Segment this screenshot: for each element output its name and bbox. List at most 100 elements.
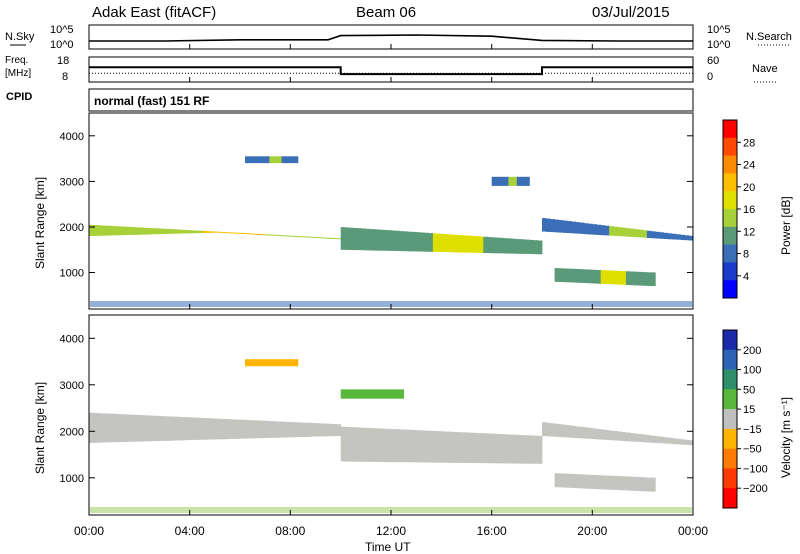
power-cells-band5-cell8 [525, 176, 530, 186]
velocity-cells-band5-cell14 [399, 389, 404, 399]
power-colorbar: 28 24 20 16 12 8 4 Power [dB] [722, 119, 793, 299]
velocity-cells-band0-cell55 [319, 423, 325, 437]
power-cells-band1-cell11 [386, 230, 392, 251]
power-cells-band0-cell53 [311, 236, 316, 238]
power-cells-band1-cell24 [441, 233, 446, 252]
velocity-cells-band0-cell47 [286, 421, 291, 438]
power-cells-band0-cell58 [332, 238, 337, 239]
velocity-cells-band2-cell29 [663, 437, 669, 444]
power-cells-band0-cell45 [277, 235, 283, 236]
power-colorbar-ticks: 28 24 20 16 12 8 4 [737, 137, 755, 283]
power-cells-band0-cell54 [315, 237, 321, 239]
power-cells-band5-cell1 [495, 176, 501, 186]
power-cells-band4-cell13 [609, 270, 614, 285]
velocity-cells-band2-cell27 [655, 436, 660, 443]
noise-left-tick-top: 10^5 [50, 24, 74, 36]
velocity-cells-band1-cell18 [416, 430, 421, 463]
velocity-cells-band5-cell13 [395, 389, 400, 399]
power-bar-block-4 [723, 191, 737, 210]
velocity-cells-band1-cell29 [462, 432, 467, 463]
power-cells-band3-cell0 [245, 156, 250, 164]
velocity-colorbar-blocks [723, 330, 737, 509]
velocity-cells-band0-cell32 [223, 419, 228, 440]
power-cells-band4-cell15 [617, 270, 623, 285]
velocity-cells-band1-cell45 [529, 435, 534, 464]
noise-left-tick-bottom: 10^0 [50, 39, 74, 51]
power-cells-band2-cell13 [596, 224, 602, 235]
velocity-cells-band4-cell6 [579, 474, 585, 489]
velocity-cells-band1-cell3 [353, 427, 358, 462]
power-cells-band0-cell16 [156, 228, 161, 235]
freq-left-tick-bottom: 8 [62, 71, 68, 83]
velocity-cells-band5-cell0 [340, 389, 346, 399]
velocity-cells-band1-cell2 [349, 427, 354, 462]
velocity-cells-band2-cell35 [688, 440, 694, 446]
noise-right-tick-top: 10^5 [707, 24, 731, 36]
power-cells-band1-cell14 [399, 231, 404, 252]
power-cells-band0-cell43 [269, 234, 274, 236]
velocity-cells-band0-cell17 [160, 416, 165, 441]
power-cells-band5-cell4 [508, 176, 513, 186]
cpid-panel: CPID normal (fast) 151 RF [6, 88, 694, 112]
velocity-cells-band1-cell30 [466, 432, 472, 463]
power-cells-band1-cell20 [424, 232, 430, 252]
velocity-cells-band0-cell38 [248, 420, 253, 439]
power-cells-band1-cell21 [428, 233, 434, 252]
x-tick-label-2: 08:00 [275, 524, 305, 538]
power-yticks-label-1: 2000 [60, 222, 84, 234]
velocity-cells-band1-cell1 [344, 426, 350, 462]
power-cells-band0-cell27 [202, 230, 207, 233]
velocity-cells-band0-cell5 [110, 413, 115, 443]
velocity-cells-band2-cell28 [659, 436, 664, 444]
nave-label: Nave [752, 63, 778, 75]
date-title: 03/Jul/2015 [592, 4, 670, 21]
velocity-cells-band0-cell41 [261, 420, 266, 439]
power-cells-band0-cell8 [122, 226, 128, 236]
power-cells-band0-cell22 [181, 229, 186, 234]
velocity-cells-band4-cell19 [634, 476, 639, 491]
velocity-cells-band0-cell13 [143, 415, 149, 442]
power-bar-ticks-label-2: 20 [743, 182, 755, 194]
freq-right-tick-bottom: 0 [707, 71, 713, 83]
velocity-colorbar-title: Velocity [m s⁻¹] [779, 397, 793, 478]
velocity-cells-band1-cell0 [340, 426, 346, 462]
velocity-cells-band0-cell49 [294, 422, 300, 438]
power-cells-band1-cell27 [453, 234, 459, 253]
vel-bar-ticks-label-7: −200 [743, 483, 768, 495]
velocity-cells-band3-cell2 [253, 359, 258, 367]
power-cells-band2-cell22 [634, 229, 639, 238]
power-cells-band1-cell36 [491, 237, 497, 254]
velocity-cells-band3-cell11 [289, 359, 295, 367]
velocity-cells-band2-cell33 [680, 439, 685, 445]
power-bar-ticks-label-3: 16 [743, 204, 755, 216]
vel-bar-ticks-label-4: −15 [743, 424, 762, 436]
power-cells-band2-cell18 [617, 227, 623, 237]
power-cells-band1-cell4 [357, 228, 362, 251]
noise-panel: N.Sky 10^5 10^0 10^5 10^0 N.Search [5, 24, 792, 51]
velocity-cells-band2-cell2 [550, 423, 555, 437]
velocity-cells-band0-cell6 [114, 413, 119, 443]
velocity-cells-band1-cell21 [428, 430, 434, 463]
power-cells-band4-cell0 [554, 268, 560, 282]
power-cells-band1-cell3 [353, 228, 358, 251]
power-cells-band3-cell5 [265, 156, 270, 164]
velocity-cells-band0-cell33 [227, 419, 232, 439]
velocity-cells-band2-cell10 [583, 427, 589, 439]
power-bar-ticks-label-0: 28 [743, 137, 755, 149]
velocity-cells-band4-cell20 [638, 477, 644, 492]
power-cells-band2-cell1 [546, 218, 551, 232]
power-cells-band1-cell5 [361, 228, 367, 251]
velocity-cells-band5-cell7 [370, 389, 375, 399]
power-cells-band0-cell41 [261, 234, 266, 236]
velocity-cells-band4-cell9 [592, 475, 597, 489]
power-cells-band0-cell47 [286, 235, 291, 237]
power-cells-band0-cell18 [164, 228, 170, 234]
velocity-cells-band1-cell20 [424, 430, 430, 463]
power-cells-band0-cell13 [143, 227, 149, 235]
power-bar-block-3 [723, 173, 737, 192]
power-y-label: Slant Range [km] [33, 177, 47, 269]
power-cells-band1-cell30 [466, 235, 472, 253]
velocity-cells-band0-cell15 [151, 415, 157, 442]
velocity-cells-band1-cell28 [458, 432, 463, 463]
vel-bar-ticks-label-6: −100 [743, 463, 768, 475]
